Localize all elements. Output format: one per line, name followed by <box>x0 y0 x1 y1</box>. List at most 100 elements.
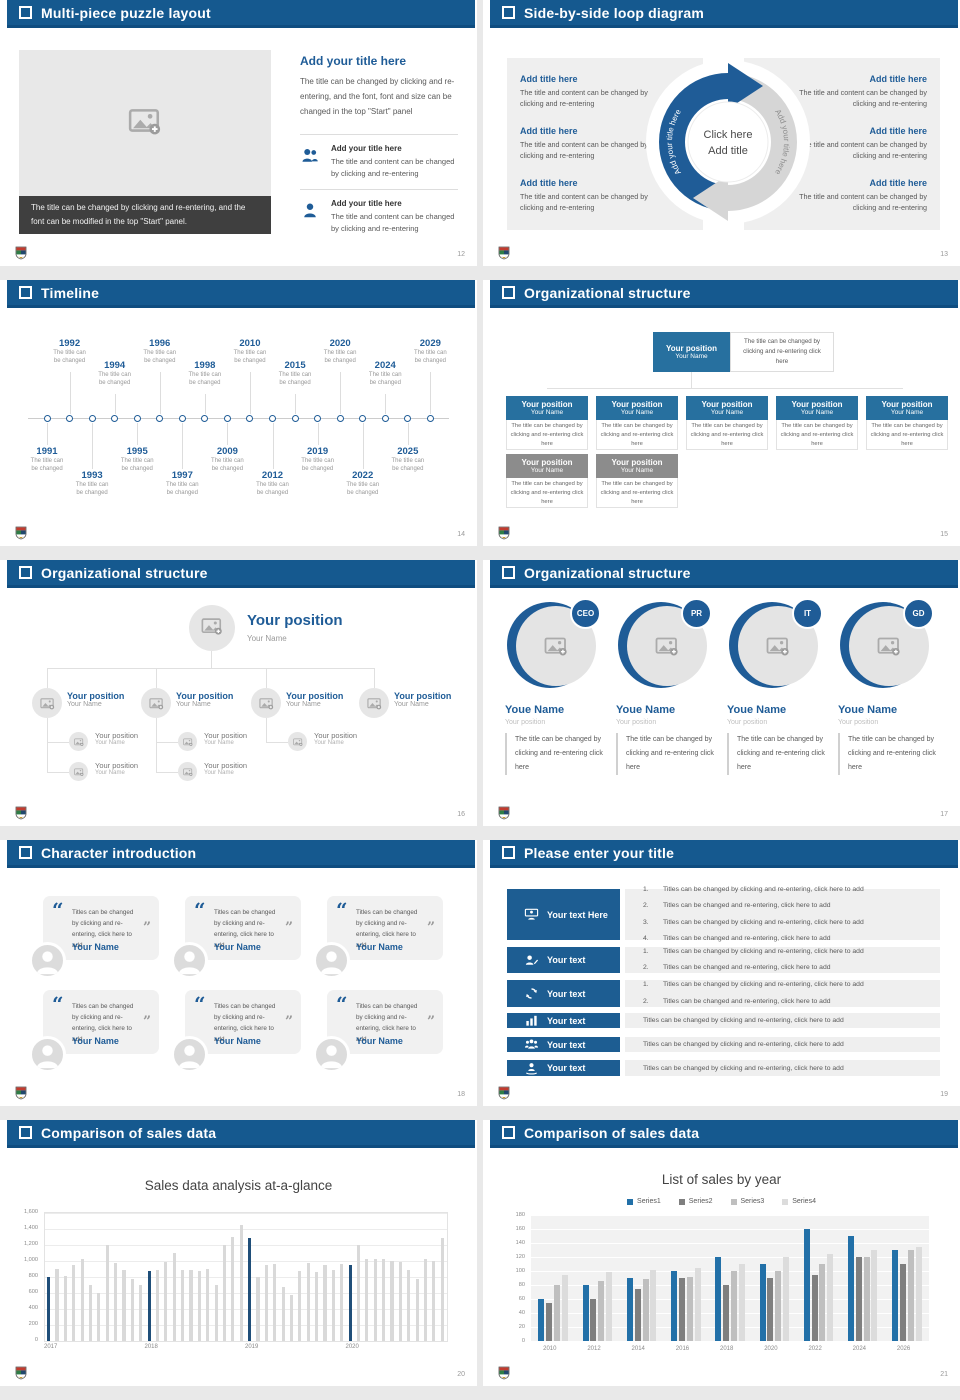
quote-author-name: Your Name <box>214 942 261 952</box>
slide-title: Timeline <box>41 284 100 301</box>
person-avatar <box>313 1036 350 1073</box>
timeline-year: 2024 <box>374 360 396 371</box>
legend-item: Series4 <box>782 1198 816 1205</box>
timeline-connector <box>47 423 48 445</box>
org-box-position: Your position <box>791 400 843 409</box>
person-avatar-icon <box>36 1045 59 1069</box>
chart-bar <box>686 1276 693 1341</box>
chart-bar <box>538 1299 545 1341</box>
chart-bar <box>105 1245 109 1341</box>
open-quote-icon: “ <box>194 898 206 922</box>
chart-bar <box>323 1265 327 1341</box>
timeline-caption: be changed <box>256 490 289 497</box>
bar-chart-icon <box>524 1013 539 1028</box>
slide-17-thumbnail[interactable]: Organizational structure CEO Youe Name You… <box>483 560 960 826</box>
list-row-label-text: Your text <box>547 1039 586 1050</box>
chart-bar <box>855 1257 862 1341</box>
list-row-label-text: Your text <box>547 955 586 965</box>
chart-bar <box>373 1258 377 1341</box>
slide-18-thumbnail[interactable]: Character introduction “ ” Titles can be c… <box>0 840 477 1106</box>
gridline <box>531 1271 929 1272</box>
open-quote-icon: “ <box>194 992 206 1016</box>
slide-16-thumbnail[interactable]: Organizational structure Your position Y… <box>0 560 477 826</box>
chart-bar <box>248 1237 252 1341</box>
chart-bar <box>546 1302 553 1341</box>
chart-bar <box>231 1237 235 1341</box>
org-box-note: The title can be changed by clicking and… <box>506 478 588 508</box>
open-quote-icon: “ <box>52 898 64 922</box>
chart-bar <box>678 1278 685 1341</box>
image-caption: The title can be changed by clicking and… <box>19 196 271 234</box>
person-avatar <box>313 942 350 979</box>
org-sub-item: Your position Your Name <box>204 731 247 746</box>
quote-author-name: Your Name <box>72 942 119 952</box>
chart-bar <box>214 1285 218 1341</box>
person-edit-icon <box>524 953 539 968</box>
timeline-dot <box>66 415 74 422</box>
chart-bar <box>715 1257 722 1341</box>
slide-20-thumbnail[interactable]: Comparison of sales data Sales data anal… <box>0 1120 477 1386</box>
org-root-position: Your position <box>247 612 343 629</box>
org-sub-item: Your position Your Name <box>314 731 357 746</box>
y-axis-label: 1,200 <box>24 1241 38 1247</box>
timeline-caption: be changed <box>414 358 447 365</box>
timeline-caption: be changed <box>324 358 356 365</box>
chart-bar <box>819 1264 826 1341</box>
slide-15-thumbnail[interactable]: Organizational structure Your position Y… <box>483 280 960 546</box>
timeline-caption: be changed <box>31 466 63 473</box>
timeline-year: 1995 <box>126 446 148 457</box>
legend-label: Series2 <box>688 1198 713 1205</box>
chart-bar <box>122 1269 126 1341</box>
profile-text: The title can be changed by clicking and… <box>727 733 833 775</box>
timeline-entry: 2020 The title can be changed <box>310 338 370 365</box>
org-box-header: Your position Your Name <box>596 454 678 478</box>
timeline-year: 1992 <box>58 338 81 349</box>
profile-photo: GD <box>840 598 934 690</box>
legend-item: Series1 <box>627 1198 661 1205</box>
chart-bar <box>365 1259 369 1341</box>
list-row-label-text: Your text <box>547 988 586 999</box>
timeline-entry: 2029 The title can be changed <box>400 338 460 365</box>
chart-bar <box>848 1236 854 1341</box>
chart-bar <box>907 1250 914 1341</box>
numbered-item: 2. Titles can be changed and re-entering,… <box>643 960 940 976</box>
slide-14-thumbnail[interactable]: Timeline 1991 The title can be changed 1992… <box>0 280 477 546</box>
gridline <box>45 1325 447 1326</box>
loop-item-title: Add title here <box>869 125 927 136</box>
timeline-entry: 2015 The title can be changed <box>265 360 325 387</box>
timeline-caption: The title can <box>301 458 334 464</box>
timeline-caption: The title can <box>368 372 402 378</box>
sync-icon <box>524 986 539 1001</box>
org-connector <box>47 742 69 743</box>
slide-21-thumbnail[interactable]: Comparison of sales data List of sales b… <box>483 1120 960 1386</box>
image-placeholder-icon <box>128 108 161 134</box>
org-branch-name: Your Name <box>176 701 211 708</box>
slide-13-thumbnail[interactable]: Side-by-side loop diagram Add title here… <box>483 0 960 266</box>
slide-title: Comparison of sales data <box>524 1124 700 1141</box>
org-row-2: Your position Your Name The title can be c… <box>506 454 678 508</box>
feature-texts: Add your title here The title and content… <box>331 199 458 235</box>
slide-12-thumbnail[interactable]: Multi-piece puzzle layout The title can … <box>0 0 477 266</box>
org-sub-item: Your position Your Name <box>204 761 247 776</box>
timeline-entry: 1995 The title can be changed <box>107 446 167 473</box>
brand-logo <box>498 1366 510 1380</box>
chart-bar <box>155 1269 160 1341</box>
timeline-connector <box>92 423 94 469</box>
org-box-position: Your position <box>611 458 663 467</box>
slide-19-thumbnail[interactable]: Please enter your title Your text Here 1.… <box>483 840 960 1106</box>
slide-header: Character introduction <box>7 840 475 868</box>
timeline-dot <box>381 415 389 422</box>
timeline-entry: 1994 The title can be changed <box>85 360 145 387</box>
timeline-dot <box>178 415 186 422</box>
page-number: 21 <box>940 1371 948 1378</box>
timeline-year: 2022 <box>352 470 374 481</box>
university-crest-logo <box>15 806 27 820</box>
profile-photo: CEO <box>507 598 601 690</box>
timeline-caption: be changed <box>121 466 153 473</box>
timeline-dot <box>336 415 344 422</box>
presentation-icon <box>524 908 539 920</box>
org-box-header: Your position Your Name <box>506 396 588 420</box>
profile-card: GD Youe Name Your position The title can be… <box>838 598 942 775</box>
profile-name: Youe Name <box>838 704 898 716</box>
person-avatar <box>171 942 208 979</box>
